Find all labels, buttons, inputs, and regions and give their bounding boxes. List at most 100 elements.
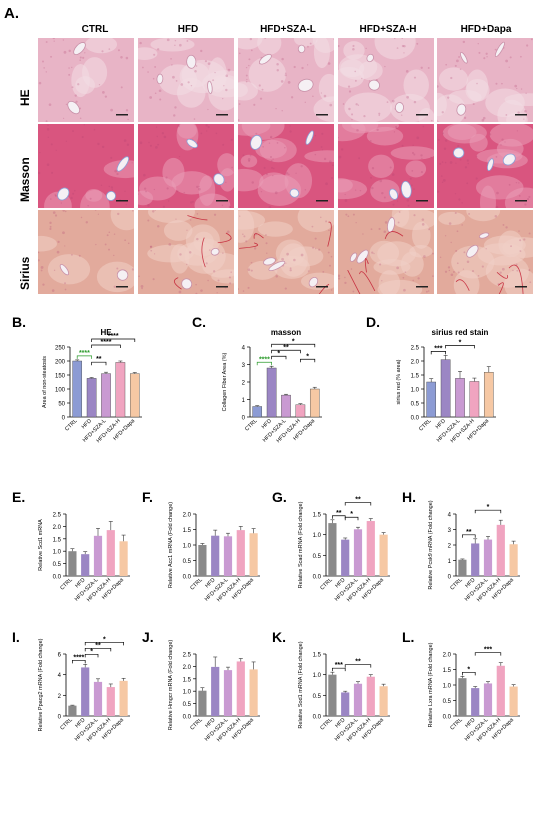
bar-f-2 [223,536,233,576]
xtick-label: CTRL [64,418,78,432]
panel-letter-k: K. [272,629,286,645]
panel-letter-e: E. [12,489,25,505]
chart-b: B. HE 0 50 100 150 200 250 Area of non-steatosis… [12,314,142,444]
bar-h-3 [496,524,505,576]
ytick-label: 0.0 [411,416,420,422]
row-head-masson: Masson [18,157,32,202]
chart-title-c: masson [271,328,301,337]
bar-c-0 [252,406,263,418]
bar-h-1 [471,543,480,576]
ytick-label: 1 [448,559,452,565]
bar-b-2 [101,373,111,418]
bar-g-2 [353,529,363,576]
ylabel-h: Relative Pcsk9 mRNA (Fold change) [428,500,434,589]
histology-tile-masson-2 [238,124,334,208]
sig-bracket [271,349,301,354]
bar-l-2 [483,683,493,716]
sig-label: *** [484,647,492,654]
ytick-label: 0.0 [183,575,192,581]
sig-bracket [84,641,124,646]
sig-bracket [84,647,112,652]
xtick-label: CTRL [189,717,203,731]
bar-b-4 [129,373,140,418]
xtick-label: CTRL [319,577,333,591]
bar-i-2 [93,681,103,716]
ytick-label: 0.0 [443,715,452,721]
bar-g-1 [341,539,350,576]
ytick-label: 4 [448,513,452,519]
ytick-label: 1.5 [411,374,420,380]
ytick-label: 2.0 [411,360,420,366]
sig-bracket [344,664,372,668]
panel-letter-l: L. [402,629,414,645]
sig-label: **** [259,356,270,363]
sig-label: * [292,338,295,345]
ytick-label: 0.0 [183,715,192,721]
ytick-label: 1.0 [53,550,62,556]
ytick-label: 0.5 [53,562,62,568]
histology-tile-sirius-2 [238,210,334,294]
bar-d-2 [455,378,465,418]
bar-e-2 [93,535,103,576]
bar-k-3 [366,676,375,716]
xtick-label: CTRL [449,717,463,731]
ytick-label: 250 [55,346,66,352]
bar-b-1 [86,378,97,418]
col-head-ctrl: CTRL [81,24,109,35]
panel-letter-d: D. [366,314,380,330]
ytick-label: 1.5 [443,668,452,674]
bar-l-4 [509,686,518,716]
ytick-label: 2.0 [183,513,192,519]
panel-letter-j: J. [142,629,154,645]
sig-bracket [91,338,136,342]
chart-i: I. 0 2 4 6 Relative Ppacg2 mRNA (Fold change)… [12,629,130,743]
bar-d-0 [426,381,437,418]
ytick-label: 3 [242,363,246,369]
bar-l-3 [496,665,505,716]
chart-d: D. sirius red stain 0.0 0.5 1.0 1.5 2.0 2.5 siri… [366,314,496,444]
sig-label: * [306,353,309,360]
bar-e-3 [106,530,115,576]
ytick-label: 4 [242,346,246,352]
bar-d-1 [440,359,451,418]
sig-label: ** [283,344,289,351]
histology-tile-sirius-1 [138,210,234,294]
chart-c: C. masson 0 1 2 3 4 Collagen Fiber Area (%) CTRL… [192,314,322,444]
ylabel-b: Area of non-steatosis [42,356,48,408]
bar-l-0 [458,678,467,716]
bar-d-3 [469,381,480,418]
sig-bracket [344,502,372,506]
ytick-label: 1.5 [183,677,192,683]
panel-letter-b: B. [12,314,26,330]
ytick-label: 2.5 [183,653,192,659]
bar-i-1 [81,667,90,716]
ylabel-k: Relative Sod1 mRNA (Fold change) [298,641,304,728]
panel-letter-i: I. [12,629,20,645]
sig-bracket [76,355,92,359]
ytick-label: 0.5 [313,554,322,560]
sig-bracket [430,351,446,355]
col-head-hfd: HFD [177,24,199,35]
ytick-label: 0.0 [53,575,62,581]
ytick-label: 2 [242,381,246,387]
sig-label: ** [96,356,102,363]
sig-bracket [474,652,502,656]
ytick-label: 1.5 [313,513,322,519]
chart-f: F. 0.0 0.5 1.0 1.5 2.0 Relative Acc1 mRNA (Fol… [142,489,260,603]
ytick-label: 6 [58,653,62,659]
ytick-label: 1.0 [183,544,192,550]
col-head-dapa: HFD+Dapa [460,24,512,35]
xtick-label: HFD [435,418,447,430]
bar-k-1 [341,692,350,716]
ytick-label: 1.5 [53,537,62,543]
chart-l: L. 0.0 0.5 1.0 1.5 2.0 Relative Lxra mRNA (Fol… [402,629,520,743]
bar-i-4 [119,680,128,716]
sig-label: * [277,350,280,357]
panel-letter-c: C. [192,314,206,330]
sig-bracket [462,534,476,538]
bar-k-4 [379,686,388,716]
ytick-label: 2 [58,694,62,700]
histology-tile-he-3 [338,38,434,122]
sig-label: **** [101,339,112,346]
ylabel-f: Relative Acc1 mRNA (Fold change) [168,502,174,588]
